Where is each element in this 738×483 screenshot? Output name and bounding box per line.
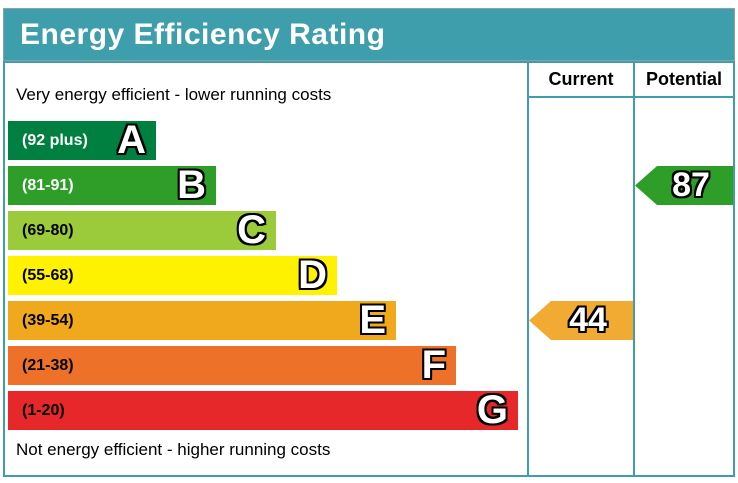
band-A: (92 plus) A	[8, 118, 156, 162]
potential-rating-arrow: 87	[635, 166, 733, 205]
band-letter: F	[421, 343, 446, 387]
current-rating-arrow: 44	[529, 301, 633, 340]
band-F: (21-38) F	[8, 343, 456, 387]
band-letter: G	[476, 388, 508, 432]
current-column-header: Current	[548, 69, 614, 89]
bottom-caption: Not energy efficient - higher running co…	[16, 440, 331, 459]
band-range-label: (92 plus)	[22, 131, 88, 149]
band-letter: E	[359, 298, 386, 342]
band-letter: B	[177, 163, 206, 207]
chart-title: Energy Efficiency Rating	[20, 17, 386, 51]
band-B: (81-91) B	[8, 163, 216, 207]
band-range-label: (1-20)	[22, 401, 65, 419]
top-caption: Very energy efficient - lower running co…	[16, 85, 332, 104]
header-underline	[527, 96, 733, 98]
current-potential-divider	[633, 63, 635, 475]
band-letter: C	[237, 208, 266, 252]
band-range-label: (39-54)	[22, 311, 74, 329]
band-letter: A	[117, 118, 146, 162]
band-range-label: (81-91)	[22, 176, 74, 194]
band-E: (39-54) E	[8, 298, 396, 342]
band-G: (1-20) G	[8, 388, 518, 432]
band-C: (69-80) C	[8, 208, 276, 252]
band-D: (55-68) D	[8, 253, 337, 297]
chart-current-divider	[527, 63, 529, 475]
potential-rating-value: 87	[672, 166, 710, 204]
band-range-label: (55-68)	[22, 266, 74, 284]
current-rating-value: 44	[569, 301, 607, 339]
band-range-label: (21-38)	[22, 356, 74, 374]
band-letter: D	[298, 253, 327, 297]
band-range-label: (69-80)	[22, 221, 74, 239]
potential-column-header: Potential	[645, 69, 722, 89]
chart-title-bar: Energy Efficiency Rating	[3, 8, 735, 61]
rating-table: Current Potential Very energy efficient …	[3, 61, 735, 477]
